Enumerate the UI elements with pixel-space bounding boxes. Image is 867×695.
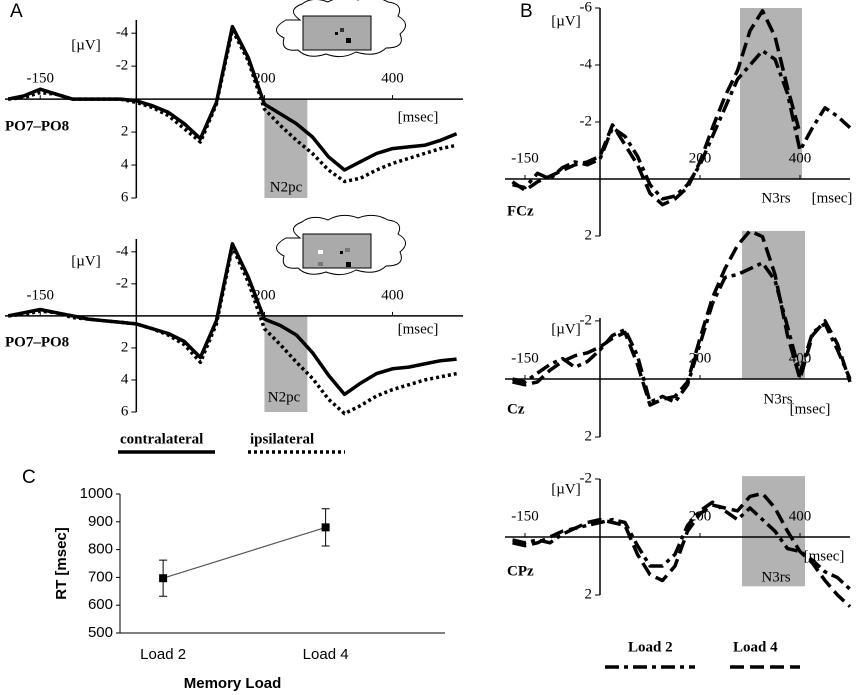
- x-tick-label: 200: [253, 71, 276, 87]
- x-tick-label: -150: [26, 287, 54, 303]
- panel-label: A: [10, 1, 23, 22]
- trend-line: [162, 526, 326, 579]
- waveform: [512, 229, 852, 407]
- window-label: N3rs: [761, 190, 790, 206]
- y-tick-label: -2: [580, 312, 593, 328]
- time-window: [740, 8, 802, 179]
- y-tick-label: 600: [88, 596, 113, 613]
- legend-label: contralateral: [120, 431, 203, 447]
- x-tick-label: -150: [511, 350, 539, 366]
- y-tick-label: 4: [121, 371, 129, 387]
- x-tick-label: -150: [511, 508, 539, 524]
- y-axis-label: [µV]: [71, 37, 100, 53]
- y-tick-label: 2: [585, 227, 593, 243]
- y-axis-label: [µV]: [551, 321, 580, 337]
- y-tick-label: -2: [580, 470, 593, 486]
- y-axis-label: [µV]: [71, 253, 100, 269]
- window-label: N2pc: [268, 389, 301, 405]
- x-tick-label: 400: [789, 150, 812, 166]
- y-axis-label: [µV]: [551, 13, 580, 29]
- waveform: [511, 9, 802, 207]
- marker: [321, 523, 330, 532]
- y-tick-label: 1000: [80, 485, 113, 502]
- panel-label: B: [520, 1, 533, 22]
- y-tick-label: 700: [88, 568, 113, 585]
- waveform: [7, 242, 457, 397]
- x-tick-label: -150: [511, 150, 539, 166]
- y-tick-label: 2: [121, 124, 129, 140]
- x-tick-label: -150: [26, 71, 54, 87]
- y-tick-label: -2: [580, 113, 593, 129]
- x-tick-label: 200: [253, 287, 276, 303]
- y-tick-label: -2: [116, 275, 129, 291]
- stimulus-icon: [276, 0, 406, 276]
- waveform: [512, 49, 852, 201]
- window-label: N3rs: [761, 569, 790, 585]
- y-tick-label: 2: [585, 586, 593, 602]
- waveform: [512, 261, 852, 404]
- y-axis-label: [µV]: [551, 481, 580, 497]
- channel-label: PO7–PO8: [5, 334, 69, 350]
- x-axis-label: [msec]: [398, 321, 439, 337]
- y-tick-label: -6: [580, 0, 593, 15]
- channel-label: Cz: [507, 401, 525, 417]
- x-tick-label: 400: [381, 287, 404, 303]
- y-tick-label: 500: [88, 624, 113, 641]
- waveform: [512, 500, 852, 591]
- y-tick-label: -4: [116, 25, 129, 41]
- legend-label: ipsilateral: [250, 431, 314, 447]
- legend-label: Load 2: [628, 639, 673, 655]
- x-tick-label: 400: [789, 508, 812, 524]
- y-tick-label: 6: [121, 189, 129, 205]
- window-label: N2pc: [270, 179, 303, 195]
- x-tick-label: Load 2: [140, 646, 186, 663]
- y-tick-label: -2: [116, 58, 129, 74]
- x-tick-label: 400: [381, 71, 404, 87]
- waveform: [512, 491, 852, 608]
- x-tick-label: Load 4: [303, 646, 349, 663]
- y-tick-label: 2: [121, 339, 129, 355]
- legend-label: Load 4: [733, 639, 778, 655]
- window-label: N3rs: [763, 391, 792, 407]
- channel-label: CPz: [507, 563, 534, 579]
- x-axis-label: Memory Load: [184, 675, 282, 692]
- panel-label: C: [22, 467, 36, 488]
- waveform: [8, 245, 457, 416]
- x-axis-label: [msec]: [790, 401, 831, 417]
- y-axis-label: RT [msec]: [53, 527, 70, 600]
- waveform: [7, 24, 458, 172]
- y-tick-label: 900: [88, 513, 113, 530]
- x-axis-label: [msec]: [398, 109, 439, 125]
- y-tick-label: -4: [580, 56, 593, 72]
- y-tick-label: -4: [116, 243, 129, 259]
- y-tick-label: 6: [121, 403, 129, 419]
- marker: [159, 574, 168, 583]
- channel-label: PO7–PO8: [5, 118, 69, 134]
- y-tick-label: 800: [88, 541, 113, 558]
- x-axis-label: [msec]: [812, 190, 853, 206]
- y-tick-label: 4: [121, 156, 129, 172]
- channel-label: FCz: [507, 203, 534, 219]
- y-tick-label: 2: [585, 428, 593, 444]
